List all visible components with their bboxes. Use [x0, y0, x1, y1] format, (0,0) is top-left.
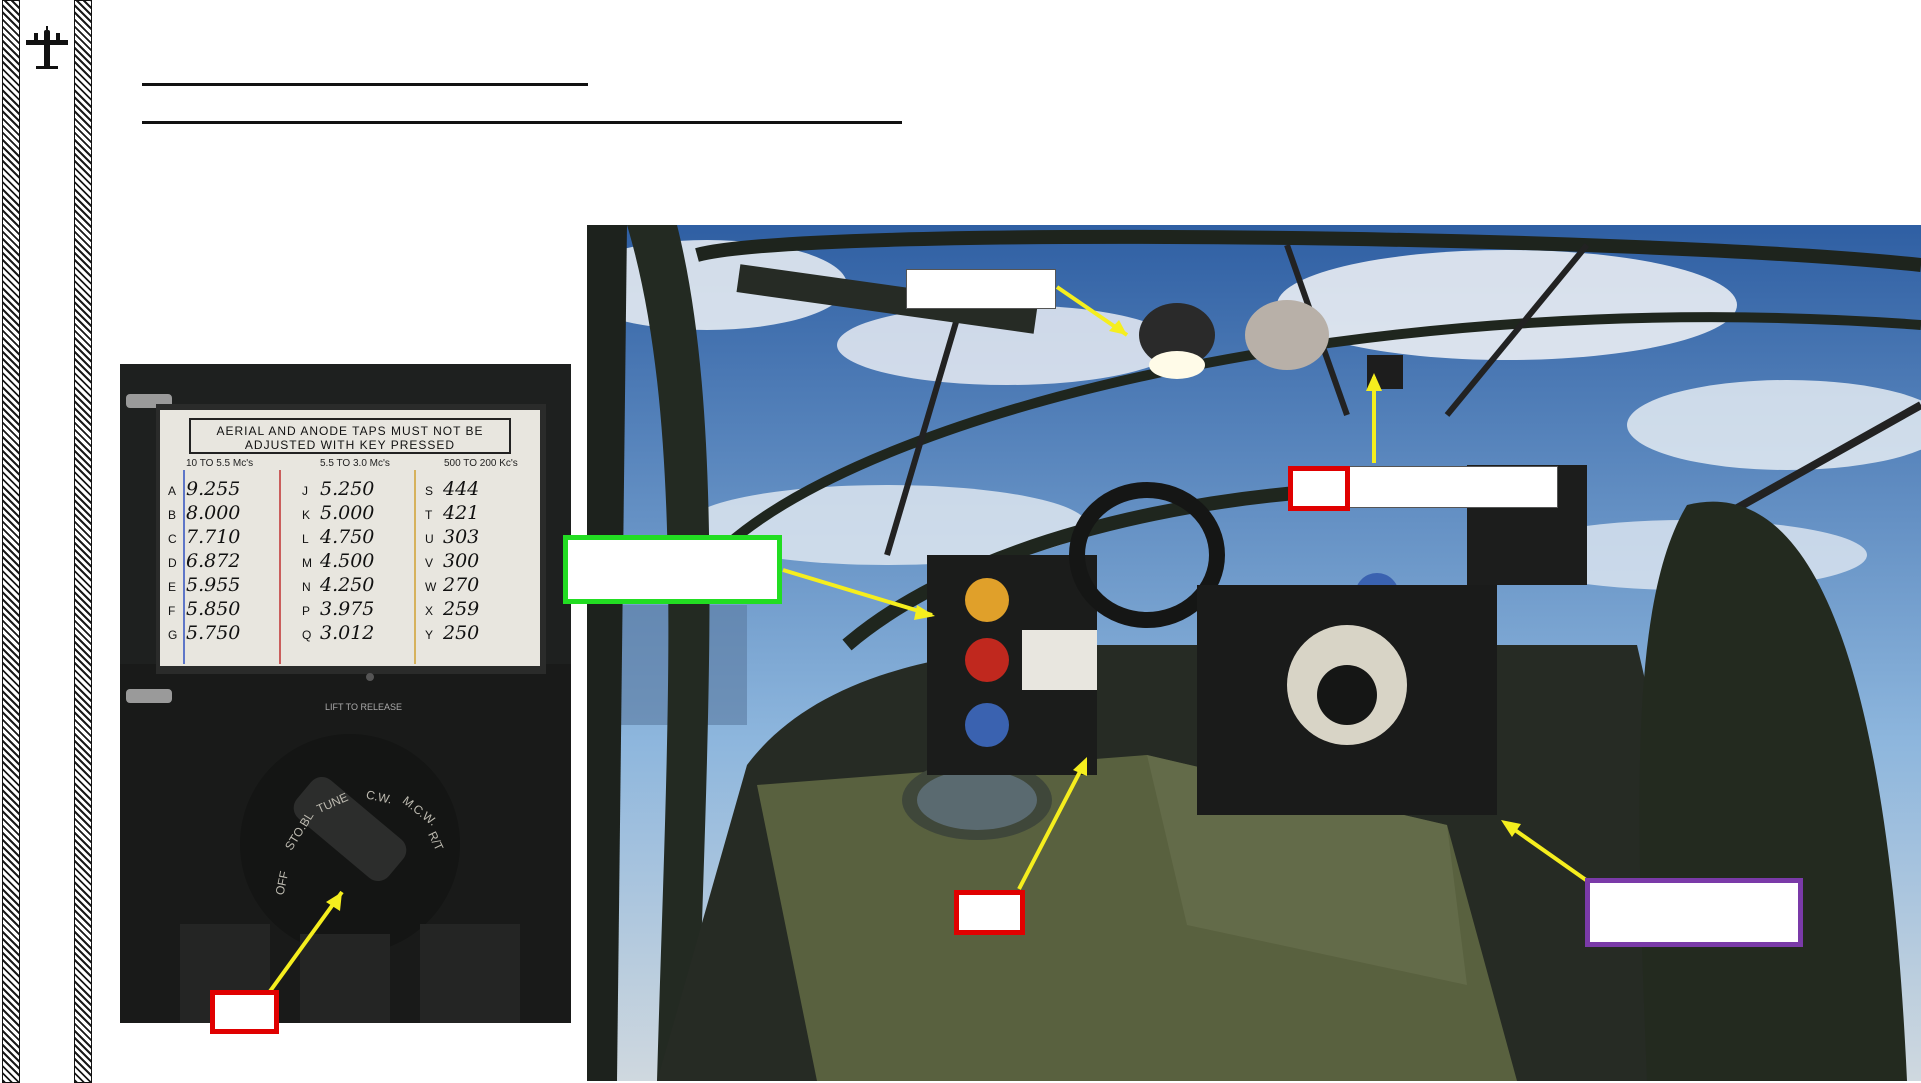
- inset-photo-transmitter: AERIAL AND ANODE TAPS MUST NOT BE ADJUST…: [120, 364, 571, 1023]
- callout-box-switch-label: [1340, 466, 1558, 508]
- list-item: P 3.975: [302, 598, 375, 620]
- list-item: L 4.750: [302, 526, 375, 548]
- list-item: D 6.872: [168, 550, 241, 572]
- list-item: E 5.955: [168, 574, 241, 596]
- left-border-stripe-inner: [74, 0, 92, 1083]
- left-border-stripe-outer: [2, 0, 20, 1083]
- subtitle-rule: [142, 121, 902, 124]
- release-label: LIFT TO RELEASE: [325, 702, 403, 712]
- callout-box-key: [954, 890, 1025, 935]
- freq-table-col2: J 5.250 K 5.000 L 4.750 M 4.500 N 4.250 P 3.97…: [302, 478, 414, 646]
- callout-box-selector-switch: [210, 990, 279, 1034]
- list-item: C 7.710: [168, 526, 241, 548]
- callout-box-switch: [1288, 466, 1350, 511]
- column-header-3: 500 TO 200 Kc's: [444, 458, 518, 469]
- freq-table-col3: S 444 T 421 U 303 V 300 W 270 X 259 Y 250: [425, 478, 535, 646]
- callout-box-receiver: [1585, 878, 1803, 947]
- list-item: W 270: [425, 574, 480, 596]
- freq-table-col1: A 9.255 B 8.000 C 7.710 D 6.872 E 5.955 F 5.85…: [168, 478, 278, 646]
- column-header-2: 5.5 TO 3.0 Mc's: [320, 458, 390, 469]
- list-item: A 9.255: [168, 478, 241, 500]
- card-title-line2: ADJUSTED WITH KEY PRESSED: [244, 438, 456, 452]
- list-item: S 444: [425, 478, 480, 500]
- callout-box-lamp: [906, 269, 1056, 309]
- list-item: U 303: [425, 526, 480, 548]
- list-item: B 8.000: [168, 502, 241, 524]
- list-item: V 300: [425, 550, 480, 572]
- list-item: Q 3.012: [302, 622, 375, 644]
- title-rule: [142, 83, 588, 86]
- column-header-1: 10 TO 5.5 Mc's: [186, 458, 254, 469]
- list-item: G 5.750: [168, 622, 241, 644]
- cockpit-photo: [587, 225, 1921, 1081]
- list-item: F 5.850: [168, 598, 241, 620]
- list-item: N 4.250: [302, 574, 375, 596]
- list-item: J 5.250: [302, 478, 375, 500]
- list-item: T 421: [425, 502, 480, 524]
- airplane-icon: [24, 24, 70, 74]
- list-item: K 5.000: [302, 502, 375, 524]
- list-item: X 259: [425, 598, 480, 620]
- callout-box-panel: [563, 535, 782, 604]
- card-title-line1: AERIAL AND ANODE TAPS MUST NOT BE: [216, 424, 484, 438]
- list-item: Y 250: [425, 622, 480, 644]
- list-item: M 4.500: [302, 550, 375, 572]
